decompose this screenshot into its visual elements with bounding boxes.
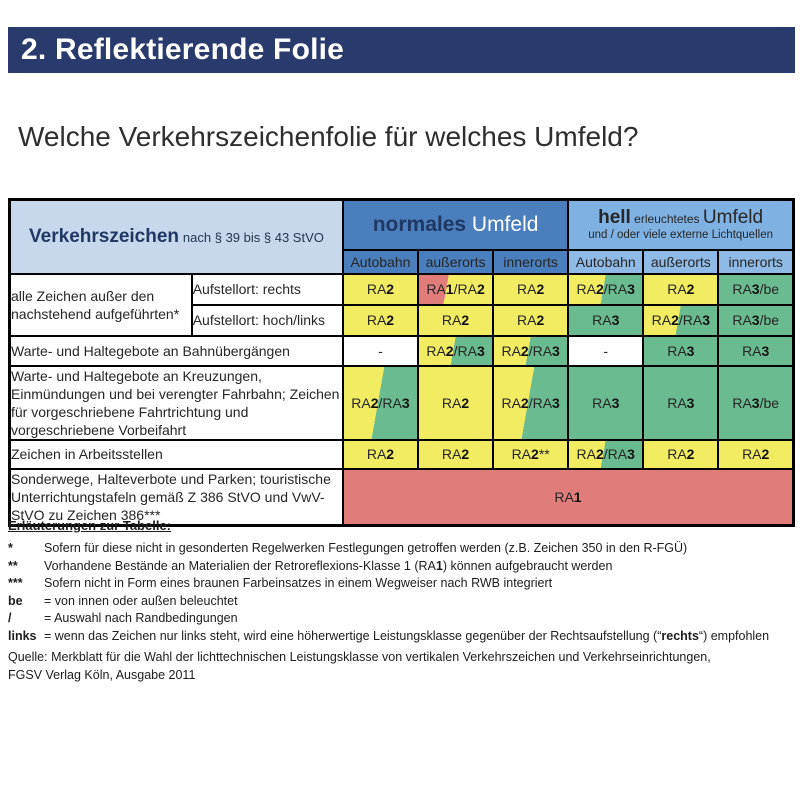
cell-value: RA2** (492, 438, 570, 470)
row-label-bahnuebergaenge: Warte- und Haltegebote an Bahnübergängen (8, 334, 344, 367)
table-row-kreuzungen: Warte- und Haltegebote an Kreuzungen, Ei… (8, 364, 795, 441)
group-normal-rest: Umfeld (466, 212, 539, 236)
note-item: / = Auswahl nach Randbedingungen (8, 610, 795, 627)
row-label-kreuzungen: Warte- und Haltegebote an Kreuzungen, Ei… (8, 364, 344, 441)
cell-value: RA3 (642, 364, 720, 441)
group-hell-line2: und / oder viele externe Lichtquellen (588, 229, 773, 242)
col-header-innerorts-hell: innerorts (717, 248, 795, 275)
cell-value: - (341, 334, 420, 367)
note-text: = von innen oder außen beleuchtet (44, 593, 238, 608)
group-header-hell-umfeld: hell erleuchtetes Umfeld und / oder viel… (567, 198, 795, 251)
cell-value: RA2/RA3 (492, 364, 570, 441)
group-normal-bold: normales (372, 212, 467, 236)
group-hell-mid: erleuchtetes (630, 212, 703, 227)
cell-value: RA2/RA3 (416, 334, 495, 367)
note-item: be = von innen oder außen beleuchtet (8, 593, 795, 610)
cell-value: RA2 (492, 303, 570, 337)
column-header-row: Autobahn außerorts innerorts Autobahn au… (10, 248, 795, 275)
corner-subtitle: nach § 39 bis § 43 StVO (182, 229, 324, 245)
col-header-autobahn-normal: Autobahn (341, 248, 420, 275)
note-marker: / (8, 611, 12, 625)
col-header-innerorts-normal: innerorts (492, 248, 570, 275)
cell-value: RA3 (642, 334, 720, 367)
cell-value: RA2 (416, 438, 495, 470)
cell-value: RA2/RA3 (567, 438, 645, 470)
note-item: links = wenn das Zeichen nur links steht… (8, 628, 795, 645)
cell-value: RA2 (341, 438, 420, 470)
cell-value: RA3/be (717, 272, 795, 306)
source-line1: Quelle: Merkblatt für die Wahl der licht… (8, 650, 711, 664)
row-label-sonderwege: Sonderwege, Halteverbote und Parken; tou… (8, 467, 344, 526)
table-row-rechts: alle Zeichen außer den nachstehend aufge… (8, 272, 795, 337)
note-item: * Sofern für diese nicht in gesonderten … (8, 540, 795, 557)
cell-value: RA3 (717, 334, 795, 367)
sub-label-hochlinks: Aufstellort: hoch/links (190, 303, 344, 337)
group-hell-big: Umfeld (702, 207, 764, 229)
notes-heading: Erläuterungen zur Tabelle: (8, 518, 172, 533)
cell-value: RA2/RA3 (341, 364, 420, 441)
cell-value: RA2/RA3 (642, 303, 720, 337)
page-title: 2. Reflektierende Folie (8, 27, 795, 73)
col-header-autobahn-hell: Autobahn (567, 248, 645, 275)
cell-value: RA2 (717, 438, 795, 470)
table-row-arbeitsstellen: Zeichen in Arbeitsstellen RA2 RA2 RA2** … (8, 438, 795, 470)
cell-value: RA3/be (717, 303, 795, 337)
cell-value: RA2 (642, 438, 720, 470)
cell-value-ra1-span: RA1 (341, 467, 795, 526)
note-text: = wenn das Zeichen nur links steht, wird… (44, 628, 770, 643)
table-notes: Erläuterungen zur Tabelle: * Sofern für … (8, 518, 795, 645)
cell-value: RA3 (567, 303, 645, 337)
note-text: Sofern nicht in Form eines braunen Farbe… (44, 576, 553, 590)
group-header-normales-umfeld: normales Umfeld (341, 198, 570, 251)
cell-value: RA3 (567, 364, 645, 441)
table-row-bahnuebergaenge: Warte- und Haltegebote an Bahnübergängen… (8, 334, 795, 367)
slide-subtitle: Welche Verkehrszeichenfolie für welches … (18, 121, 639, 152)
corner-title: Verkehrszeichen (29, 225, 180, 247)
note-text: Vorhandene Bestände an Materialien der R… (44, 558, 613, 573)
foil-environment-table: Verkehrszeichen nach § 39 bis § 43 StVO … (8, 198, 795, 527)
note-marker: links (8, 628, 37, 643)
note-marker: * (8, 541, 13, 555)
table-corner-header: Verkehrszeichen nach § 39 bis § 43 StVO (8, 198, 344, 275)
col-header-ausserorts-hell: außerorts (642, 248, 720, 275)
cell-value: RA2/RA3 (492, 334, 570, 367)
note-text: = Auswahl nach Randbedingungen (44, 611, 238, 625)
row-label-arbeitsstellen: Zeichen in Arbeitsstellen (8, 438, 344, 470)
table-row-sonderwege: Sonderwege, Halteverbote und Parken; tou… (8, 467, 795, 526)
source-line2: FGSV Verlag Köln, Ausgabe 2011 (8, 668, 196, 682)
note-marker: be (8, 593, 23, 608)
cell-value: RA2 (416, 364, 495, 441)
cell-value: RA2 (341, 303, 420, 337)
cell-value: RA2 (416, 303, 495, 337)
note-item: *** Sofern nicht in Form eines braunen F… (8, 575, 795, 592)
note-marker: ** (8, 558, 18, 573)
note-item: ** Vorhandene Bestände an Materialien de… (8, 558, 795, 575)
cell-value: RA2/RA3 (567, 272, 645, 306)
col-header-ausserorts-normal: außerorts (416, 248, 495, 275)
note-marker: *** (8, 576, 23, 590)
note-text: Sofern für diese nicht in gesonderten Re… (44, 541, 688, 555)
cell-value: RA2 (642, 272, 720, 306)
row-label-alle-zeichen: alle Zeichen außer den nachstehend aufge… (8, 272, 193, 337)
table-row-hochlinks: Aufstellort: hoch/links RA2 RA2 RA2 RA3 … (10, 303, 795, 337)
source-citation: Quelle: Merkblatt für die Wahl der licht… (8, 648, 788, 684)
cell-value: RA2 (492, 272, 570, 306)
group-hell-bold: hell (598, 207, 631, 229)
sub-label-rechts: Aufstellort: rechts (190, 272, 344, 306)
cell-value: RA2 (341, 272, 420, 306)
cell-value: RA3/be (717, 364, 795, 441)
cell-value: RA1/RA2 (416, 272, 495, 306)
cell-value: - (567, 334, 645, 367)
